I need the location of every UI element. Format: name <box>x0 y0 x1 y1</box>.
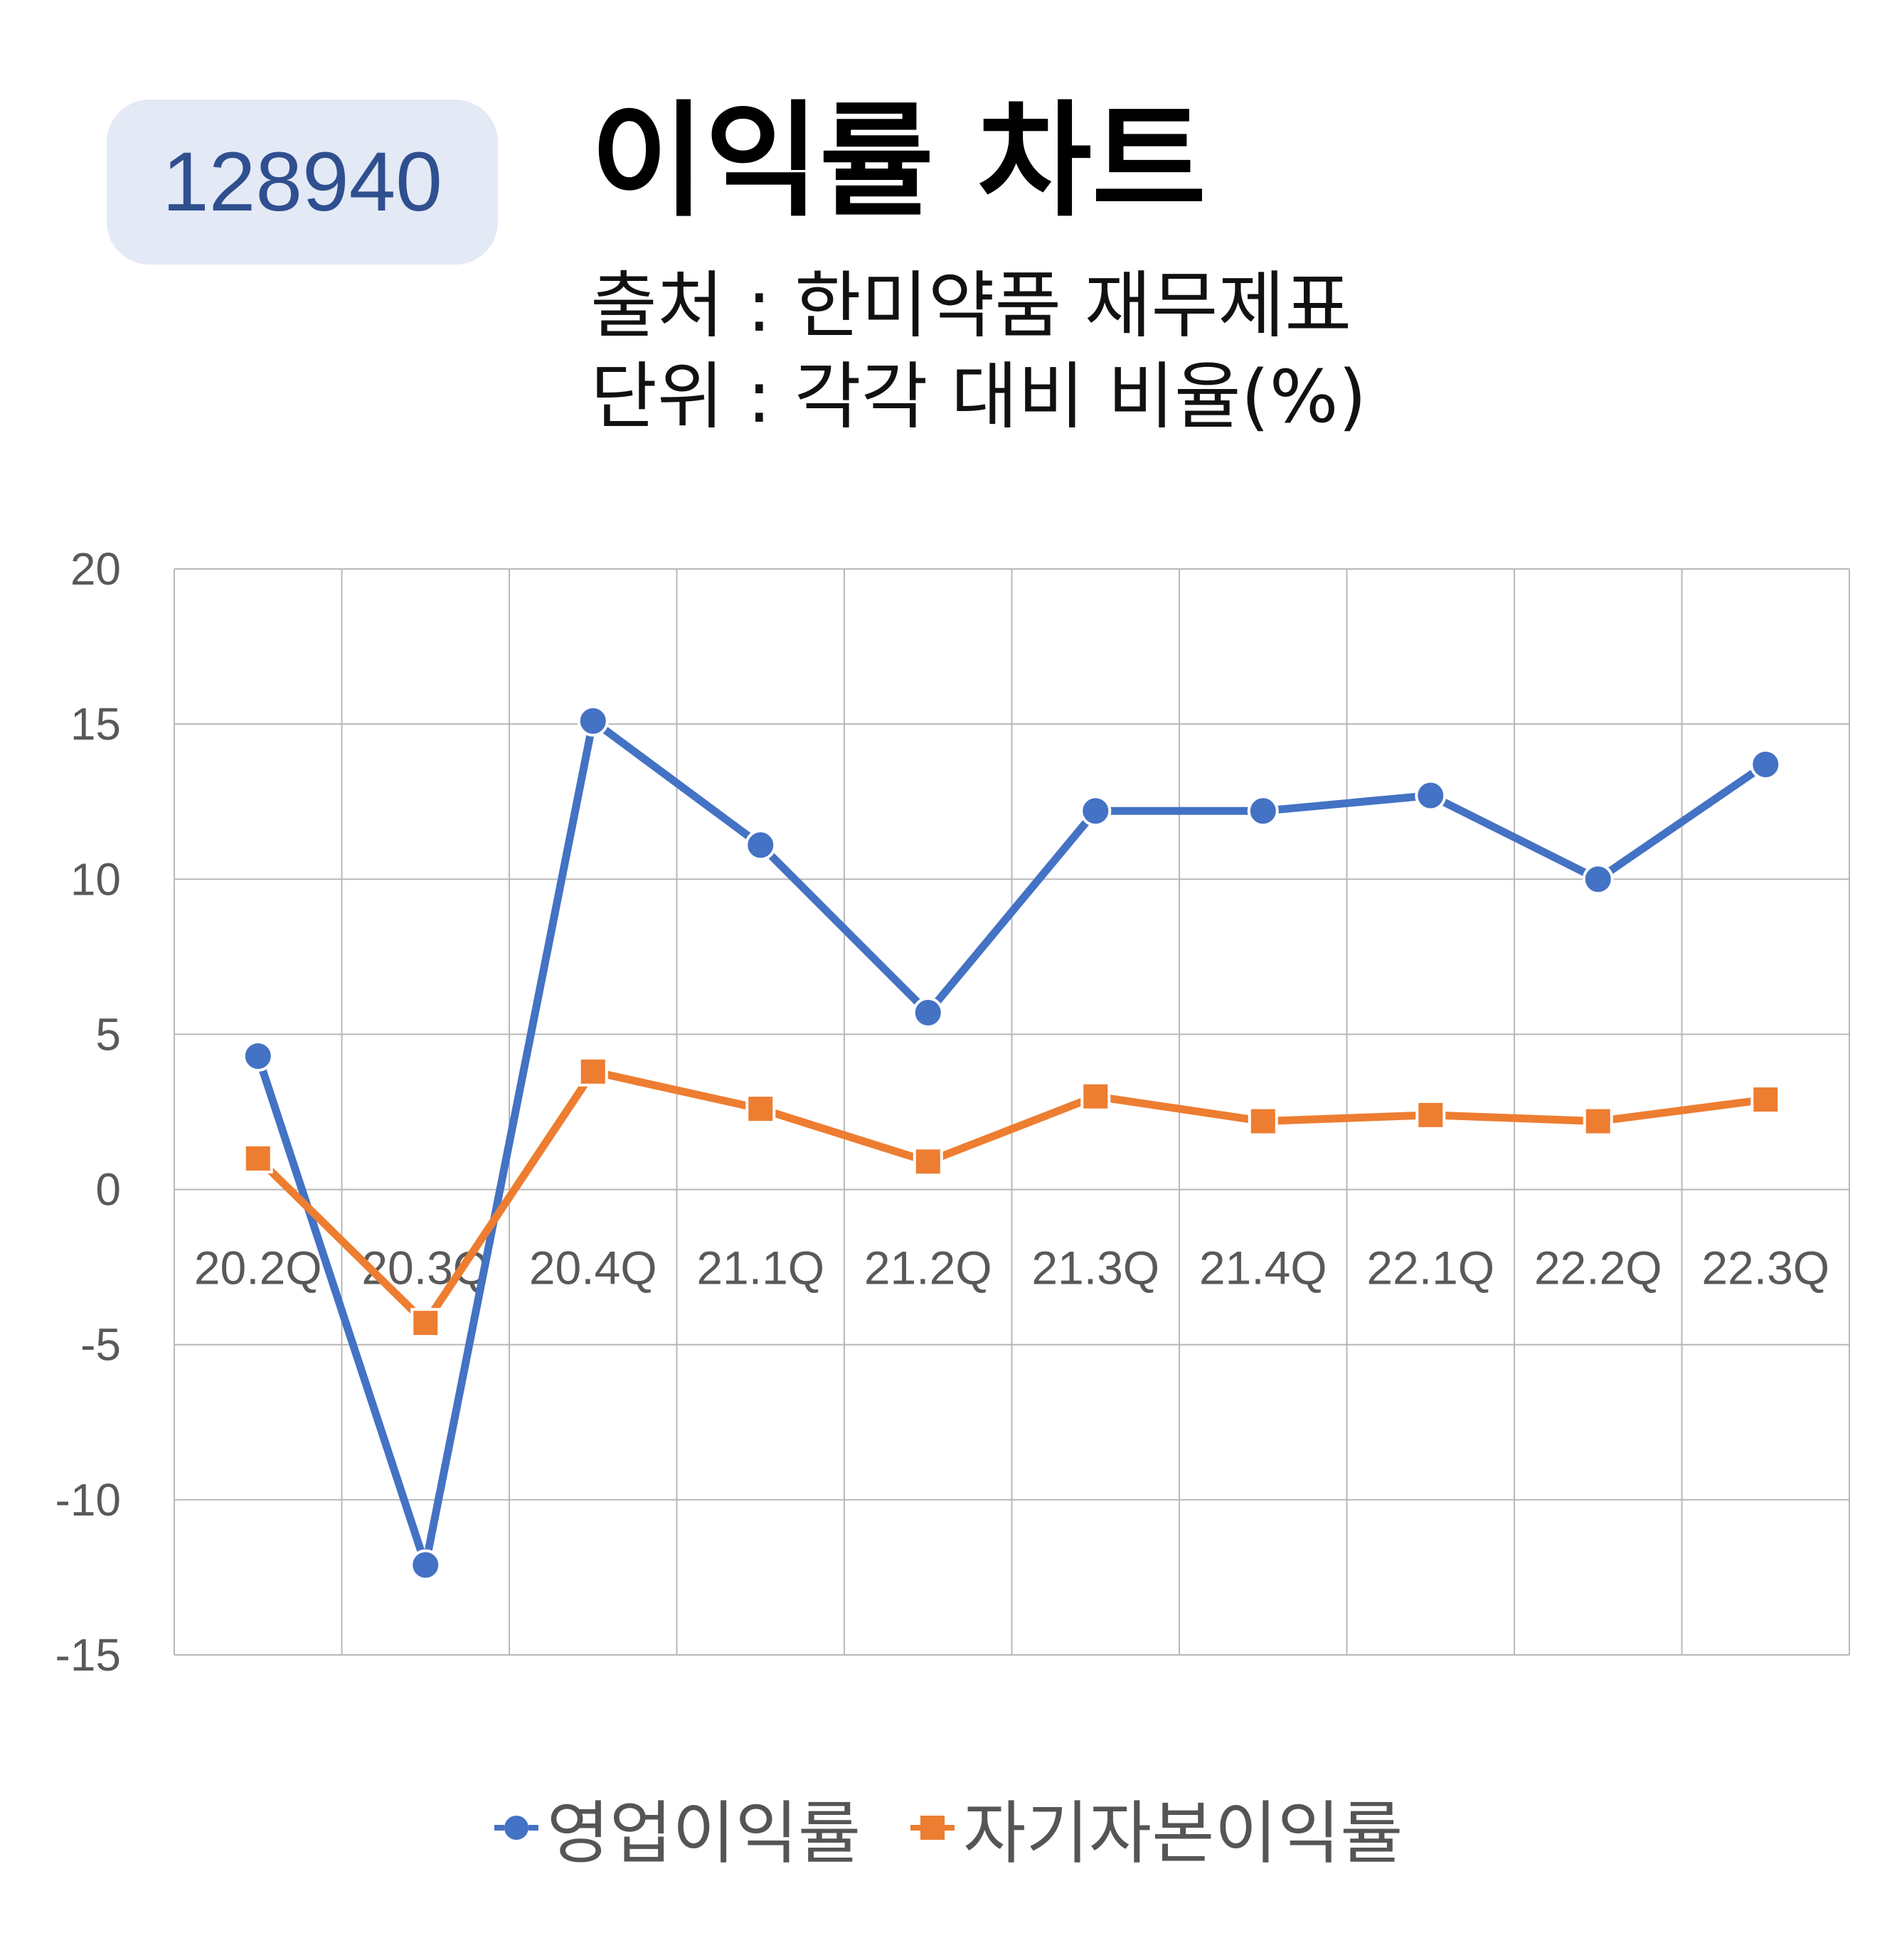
source-line: 출처 : 한미약품 재무제표 <box>590 264 1352 348</box>
x-tick-label: 22.1Q <box>1366 1242 1494 1294</box>
legend-circle-marker-icon <box>494 1815 538 1840</box>
data-point-roe <box>410 1308 441 1338</box>
chart-grid <box>174 568 1850 1656</box>
legend-item-operating-margin: 영업이익률 <box>494 1778 861 1877</box>
data-point-roe <box>1248 1106 1278 1136</box>
data-point-roe <box>913 1146 943 1177</box>
series-line-operating-margin <box>254 717 1770 1569</box>
x-tick-label: 20.2Q <box>194 1242 322 1294</box>
data-point-operating-margin <box>745 829 777 861</box>
data-point-operating-margin <box>577 705 609 737</box>
series-line-roe <box>254 1067 1770 1327</box>
y-tick-label: 20 <box>70 543 121 595</box>
x-tick-label: 20.4Q <box>529 1242 657 1294</box>
unit-line: 단위 : 각각 대비 비율(%) <box>590 355 1367 440</box>
data-point-operating-margin <box>410 1549 442 1581</box>
y-tick-label: -5 <box>80 1319 121 1370</box>
data-point-roe <box>1415 1099 1446 1130</box>
stock-code: 128940 <box>162 135 442 229</box>
y-tick-label: -10 <box>55 1474 122 1525</box>
data-point-roe <box>1583 1106 1613 1136</box>
legend: 영업이익률 자기자본이익률 <box>0 1778 1897 1877</box>
y-tick-label: 5 <box>95 1008 121 1060</box>
x-tick-label: 21.3Q <box>1031 1242 1159 1294</box>
data-point-operating-margin <box>1415 779 1447 811</box>
data-point-roe <box>243 1143 273 1173</box>
data-point-operating-margin <box>242 1040 274 1072</box>
x-tick-label: 21.1Q <box>696 1242 824 1294</box>
data-point-operating-margin <box>912 996 944 1028</box>
series-lines <box>254 717 1770 1569</box>
data-point-operating-margin <box>1247 795 1279 827</box>
chart-title: 이익률 차트 <box>590 90 1206 234</box>
data-point-roe <box>745 1094 776 1124</box>
legend-label-operating-margin: 영업이익률 <box>546 1794 861 1873</box>
series-markers <box>242 705 1782 1581</box>
data-point-operating-margin <box>1080 795 1112 827</box>
x-tick-label: 22.3Q <box>1701 1242 1829 1294</box>
stock-code-badge: 128940 <box>107 100 498 265</box>
y-axis-ticks: 20 15 10 5 0 -5 -10 -15 <box>55 543 122 1681</box>
data-point-roe <box>1750 1085 1781 1115</box>
legend-square-marker-icon <box>910 1815 955 1840</box>
y-tick-label: 0 <box>95 1164 121 1215</box>
y-tick-label: 15 <box>70 698 121 750</box>
data-point-operating-margin <box>1582 863 1614 895</box>
x-tick-label: 21.4Q <box>1199 1242 1327 1294</box>
y-tick-label: -15 <box>55 1629 122 1681</box>
legend-item-roe: 자기자본이익률 <box>910 1778 1403 1877</box>
data-point-roe <box>1080 1081 1111 1112</box>
y-tick-label: 10 <box>70 853 121 905</box>
x-tick-label: 21.2Q <box>864 1242 992 1294</box>
data-point-operating-margin <box>1750 748 1782 780</box>
data-point-roe <box>578 1056 608 1087</box>
x-tick-label: 22.2Q <box>1534 1242 1662 1294</box>
x-axis-ticks: 20.2Q 20.3Q 20.4Q 21.1Q 21.2Q 21.3Q 21.4Q 22.1Q… <box>193 1241 1830 1295</box>
legend-label-roe: 자기자본이익률 <box>963 1794 1403 1873</box>
